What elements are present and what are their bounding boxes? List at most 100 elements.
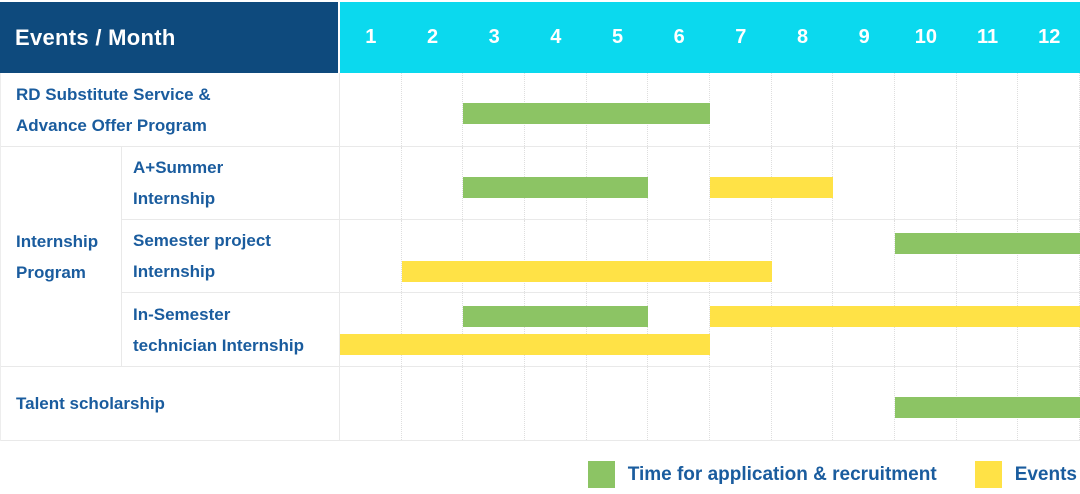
row-label-line: Internship — [133, 189, 216, 208]
events-month-table: Events / Month 1 2 3 4 5 6 7 8 9 10 11 12 RD Substi… — [0, 2, 1080, 441]
month-grid-cell — [710, 73, 772, 146]
month-grid-cell — [772, 220, 834, 292]
gantt-bar-event — [340, 334, 710, 355]
gantt-bar-application — [895, 233, 1080, 254]
month-grid-cell — [587, 220, 649, 292]
month-header-3: 3 — [488, 26, 500, 48]
month-grid-cell — [463, 220, 526, 292]
month-grid-cell — [772, 293, 834, 366]
month-header-6: 6 — [673, 26, 685, 48]
months-header: 1 2 3 4 5 6 7 8 9 10 11 12 — [340, 2, 1080, 73]
month-grid-cell — [772, 73, 834, 146]
month-grid-cell — [1018, 220, 1080, 292]
table-body: RD Substitute Service & Advance Offer Pro… — [0, 73, 1080, 441]
month-grid-cell — [340, 73, 402, 146]
gantt-row: In-Semester technician Internship — [1, 293, 1080, 367]
month-grid-cell — [895, 147, 957, 219]
month-grid-cell — [525, 293, 587, 366]
month-grid-cell — [402, 293, 464, 366]
month-grid-cell — [648, 147, 711, 219]
month-header-2: 2 — [426, 26, 439, 48]
gantt-bar-application — [463, 177, 649, 198]
legend: Time for application & recruitment Event… — [0, 461, 1080, 488]
month-grid-cell — [710, 293, 772, 366]
row-label: RD Substitute Service & Advance Offer Pro… — [1, 73, 340, 146]
month-grid-cell — [895, 73, 957, 146]
month-grid-cell — [463, 293, 526, 366]
month-header-4: 4 — [550, 26, 562, 48]
month-grid-cell — [957, 293, 1019, 366]
row-timeline — [340, 73, 1080, 146]
gantt-row: Semester project Internship — [1, 220, 1080, 293]
group-label-line: Program — [16, 262, 86, 282]
gantt-row: A+Summer Internship — [1, 147, 1080, 220]
month-grid-cell — [340, 293, 402, 366]
month-grid-cell — [895, 293, 957, 366]
gantt-bar-event — [710, 306, 1080, 327]
gantt-row: RD Substitute Service & Advance Offer Pro… — [1, 73, 1080, 147]
row-label-line: Advance Offer Program — [16, 115, 207, 135]
month-grid-cell — [402, 367, 464, 440]
row-label: Semester project Internship — [1, 220, 340, 292]
month-grid-cell — [1018, 293, 1080, 366]
gantt-bar-application — [895, 397, 1080, 418]
month-grid-cell — [525, 367, 587, 440]
month-grid-cell — [833, 367, 896, 440]
month-grid-cell — [402, 147, 464, 219]
month-header-12: 12 — [1038, 26, 1061, 48]
month-grid-cell — [648, 367, 711, 440]
month-grid-cell — [525, 220, 587, 292]
row-timeline — [340, 220, 1080, 292]
month-grid-cell — [340, 220, 402, 292]
month-grid-cell — [463, 367, 526, 440]
row-timeline — [340, 293, 1080, 366]
month-grid-cell — [587, 367, 649, 440]
month-grid-cell — [833, 73, 896, 146]
legend-label-application: Time for application & recruitment — [627, 463, 937, 485]
row-timeline — [340, 367, 1080, 440]
header-events-month-cell: Events / Month — [0, 2, 338, 73]
group-label-internship-program: Internship Program — [1, 147, 122, 366]
gantt-row: Talent scholarship — [1, 367, 1080, 441]
month-grid-cell — [1018, 147, 1080, 219]
row-label-line: RD Substitute Service & — [16, 84, 211, 104]
legend-swatch-yellow — [974, 461, 1002, 488]
month-grid-cell — [340, 147, 402, 219]
month-grid-cell — [957, 147, 1019, 219]
row-label-line: technician Internship — [133, 335, 304, 355]
month-grid-cell — [833, 293, 896, 366]
gantt-bar-application — [463, 306, 649, 327]
legend-label-events: Events — [1014, 463, 1077, 485]
month-grid-cell — [957, 73, 1019, 146]
month-grid-cell — [587, 293, 649, 366]
table-header-row: Events / Month 1 2 3 4 5 6 7 8 9 10 11 12 — [0, 2, 1080, 73]
month-grid-cell — [710, 367, 772, 440]
row-label-line: Talent scholarship — [16, 394, 165, 413]
gantt-bar-event — [710, 177, 834, 198]
month-grid-cell — [833, 220, 896, 292]
gantt-bar-application — [463, 103, 710, 124]
month-header-5: 5 — [611, 26, 624, 48]
month-grid-cell — [648, 220, 711, 292]
month-header-10: 10 — [914, 26, 937, 48]
month-grid-cell — [895, 220, 957, 292]
legend-item-application: Time for application & recruitment — [587, 461, 937, 488]
row-timeline — [340, 147, 1080, 219]
month-grid-cell — [402, 220, 464, 292]
month-header-11: 11 — [976, 26, 999, 48]
month-header-7: 7 — [735, 26, 747, 48]
month-header-8: 8 — [796, 26, 809, 48]
month-grid-cell — [710, 220, 772, 292]
row-label: In-Semester technician Internship — [1, 293, 340, 366]
row-label-line: A+Summer — [133, 158, 224, 177]
gantt-bar-event — [401, 261, 772, 282]
month-grid-cell — [1018, 73, 1080, 146]
month-header-9: 9 — [858, 26, 870, 48]
month-grid-cell — [772, 367, 834, 440]
row-label: Talent scholarship — [1, 367, 340, 440]
row-label: A+Summer Internship — [1, 147, 340, 219]
month-grid-cell — [957, 220, 1019, 292]
legend-swatch-green — [587, 461, 615, 488]
month-grid-cell — [402, 73, 464, 146]
